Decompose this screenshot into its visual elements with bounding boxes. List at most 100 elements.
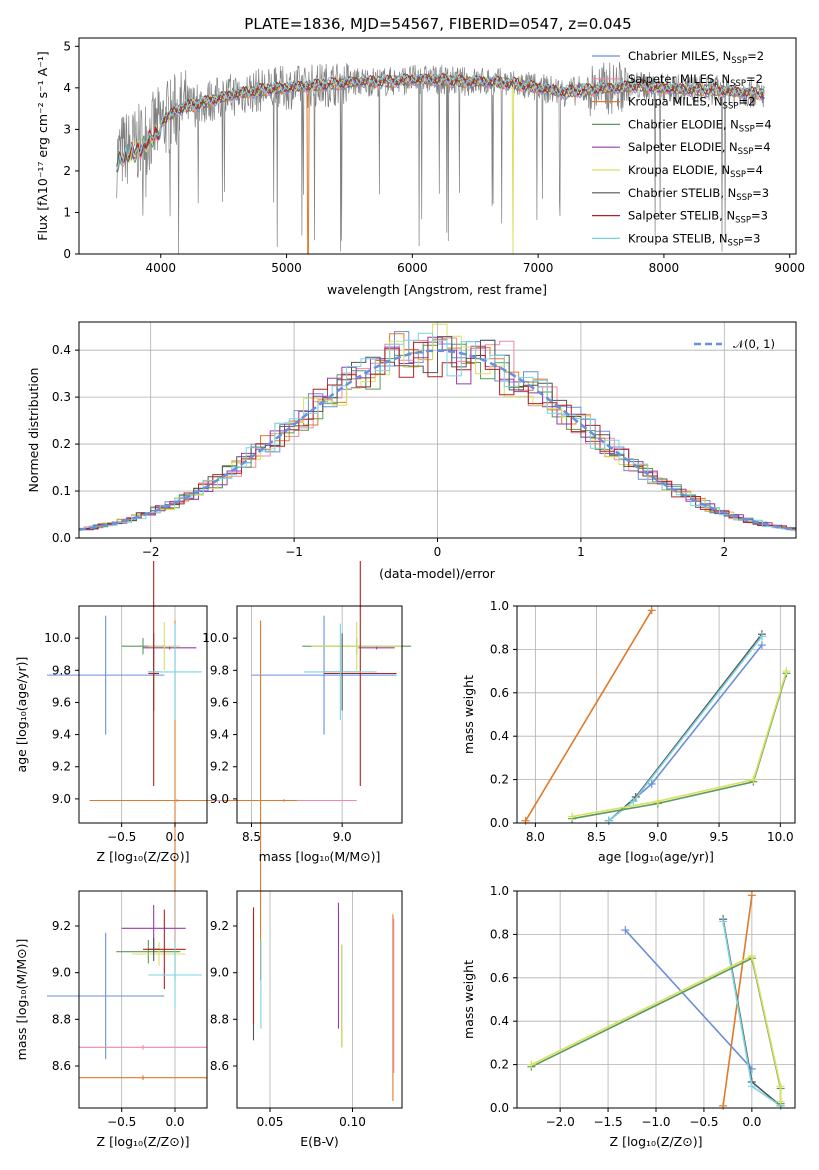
spectrum-xtick-label: 5000 <box>271 261 302 275</box>
xtick-label: −0.5 <box>689 1115 718 1129</box>
ytick-label: 9.0 <box>210 966 229 980</box>
weight-line-5 <box>531 954 782 1102</box>
panel-xlabel: age [log₁₀(age/yr)] <box>598 849 714 864</box>
spectrum-xtick-label: 9000 <box>774 261 805 275</box>
histogram-ylabel: Normed distribution <box>26 368 41 493</box>
xtick-label: −0.5 <box>107 1115 136 1129</box>
spectrum-model-line-5 <box>116 73 765 255</box>
panel-ylabel: mass weight <box>461 675 476 754</box>
ytick-label: 10.0 <box>202 631 229 645</box>
histogram-legend: 𝒩(0, 1) <box>694 337 775 351</box>
ytick-label: 0.2 <box>490 1058 509 1072</box>
ytick-label: 0.8 <box>490 927 509 941</box>
spectrum-legend-label-8: Kroupa STELIB, NSSP=3 <box>628 231 760 248</box>
histogram-xtick-label: −1 <box>285 545 303 559</box>
weight-line-1 <box>624 929 753 1070</box>
xtick-label: 8.5 <box>242 830 261 844</box>
ytick-label: 1.0 <box>490 599 509 613</box>
ytick-label: 9.2 <box>210 760 229 774</box>
spectrum-legend-label-0: Chabrier MILES, NSSP=2 <box>628 49 764 66</box>
histogram-ytick-label: 0.1 <box>52 484 71 498</box>
ytick-label: 9.2 <box>52 919 71 933</box>
histogram-xtick-label: 1 <box>577 545 585 559</box>
spectrum-ytick-label: 4 <box>63 81 71 95</box>
xtick-label: 8.0 <box>526 830 545 844</box>
histogram-normal-curve <box>78 349 797 532</box>
xtick-label: 0.05 <box>257 1115 284 1129</box>
mass-vs-ebv-panel: 0.05 0.10 8.6 8.8 9.0 9.2 E(B-V) <box>210 890 403 1149</box>
spectrum-model-line-7 <box>116 72 765 165</box>
panel-ylabel: mass weight <box>461 960 476 1039</box>
histogram-xlabel: (data-model)/error <box>379 566 496 581</box>
ytick-label: 9.2 <box>210 919 229 933</box>
ytick-label: 10.0 <box>44 631 71 645</box>
xtick-label: 9.0 <box>648 830 667 844</box>
spectrum-frame <box>78 37 797 255</box>
ytick-label: 9.0 <box>210 792 229 806</box>
ytick-label: 0.6 <box>490 971 509 985</box>
spectrum-legend-label-1: Salpeter MILES, NSSP=2 <box>628 72 763 89</box>
ytick-label: 9.2 <box>52 760 71 774</box>
xtick-label: 9.0 <box>333 830 352 844</box>
spectrum-legend-label-3: Chabrier ELODIE, NSSP=4 <box>628 117 772 134</box>
panel-xlabel: Z [log₁₀(Z/Z⊙)] <box>97 1134 190 1149</box>
ytick-label: 0.6 <box>490 686 509 700</box>
xtick-label: −2.0 <box>546 1115 575 1129</box>
panel-xlabel: Z [log₁₀(Z/Z⊙)] <box>610 1134 703 1149</box>
histogram-panel: −2 −1 0 1 2 0.0 0.1 0.2 0.3 0.4 (data-model)/erro… <box>26 321 797 581</box>
spectrum-xtick-label: 6000 <box>397 261 428 275</box>
spectrum-xtick-label: 4000 <box>145 261 176 275</box>
ytick-label: 9.0 <box>52 792 71 806</box>
ytick-label: 8.6 <box>52 1059 71 1073</box>
xtick-label: −0.5 <box>107 830 136 844</box>
ytick-label: 8.6 <box>210 1059 229 1073</box>
histogram-step-5 <box>88 323 796 532</box>
ytick-label: 9.0 <box>52 966 71 980</box>
spectrum-title: PLATE=1836, MJD=54567, FIBERID=0547, z=0… <box>244 15 631 33</box>
histogram-axes: −2 −1 0 1 2 0.0 0.1 0.2 0.3 0.4 <box>52 343 728 559</box>
age-vs-mass-panel: 8.5 9.0 9.0 9.2 9.4 9.6 9.8 10.0 mass [log₁₀(M/M… <box>202 560 412 981</box>
panel-frame <box>236 890 403 1109</box>
spectrum-xtick-label: 8000 <box>649 261 680 275</box>
histogram-ytick-label: 0.4 <box>52 343 71 357</box>
ytick-label: 0.4 <box>490 1014 509 1028</box>
ytick-label: 8.8 <box>210 1012 229 1026</box>
weight-vs-Z-panel: −2.0 −1.5 −1.0 −0.5 0.0 0.0 0.2 0.4 0.6 0.8 1.0 Z [… <box>461 884 796 1149</box>
spectrum-legend-label-6: Chabrier STELIB, NSSP=3 <box>628 186 769 203</box>
weight-line-2 <box>608 633 763 822</box>
histogram-ytick-label: 0.0 <box>52 531 71 545</box>
spectrum-axes: 4000 5000 6000 7000 8000 9000 0 1 2 3 4 5 <box>63 39 805 275</box>
histogram-ytick-label: 0.3 <box>52 390 71 404</box>
histogram-step-7 <box>83 341 796 530</box>
xtick-label: −1.0 <box>641 1115 670 1129</box>
ytick-label: 0.4 <box>490 729 509 743</box>
panel-ylabel: age [log₁₀(age/yr)] <box>14 657 29 773</box>
histogram-series-group <box>78 323 797 532</box>
spectrum-ytick-label: 1 <box>63 205 71 219</box>
histogram-xtick-label: 0 <box>434 545 442 559</box>
ytick-label: 0.2 <box>490 773 509 787</box>
spectrum-legend-label-2: Kroupa MILES, NSSP=2 <box>628 95 755 112</box>
ytick-label: 0.0 <box>490 1101 509 1115</box>
ytick-label: 0.8 <box>490 642 509 656</box>
histogram-legend-label: 𝒩(0, 1) <box>733 337 775 351</box>
histogram-xtick-label: −2 <box>142 545 160 559</box>
spectrum-ytick-label: 0 <box>63 247 71 261</box>
spectrum-legend-label-4: Salpeter ELODIE, NSSP=4 <box>628 140 771 157</box>
spectrum-legend: Chabrier MILES, NSSP=2 Salpeter MILES, NS… <box>592 49 772 248</box>
panel-frame <box>516 605 796 824</box>
spectrum-ytick-label: 3 <box>63 122 71 136</box>
ytick-label: 9.6 <box>210 695 229 709</box>
spectrum-legend-label-7: Salpeter STELIB, NSSP=3 <box>628 209 768 226</box>
ytick-label: 1.0 <box>490 884 509 898</box>
xtick-label: 0.0 <box>165 830 184 844</box>
mass-vs-Z-panel: −0.5 0.0 8.6 8.8 9.0 9.2 Z [log₁₀(Z/Z⊙)] mass [… <box>14 890 208 1149</box>
histogram-xtick-label: 2 <box>720 545 728 559</box>
ytick-label: 8.8 <box>52 1012 71 1026</box>
xtick-label: 10.0 <box>767 830 794 844</box>
spectrum-model-line-8 <box>116 72 765 170</box>
ytick-label: 9.6 <box>52 695 71 709</box>
ytick-label: 9.8 <box>52 663 71 677</box>
spectrum-legend-label-5: Kroupa ELODIE, NSSP=4 <box>628 163 763 180</box>
